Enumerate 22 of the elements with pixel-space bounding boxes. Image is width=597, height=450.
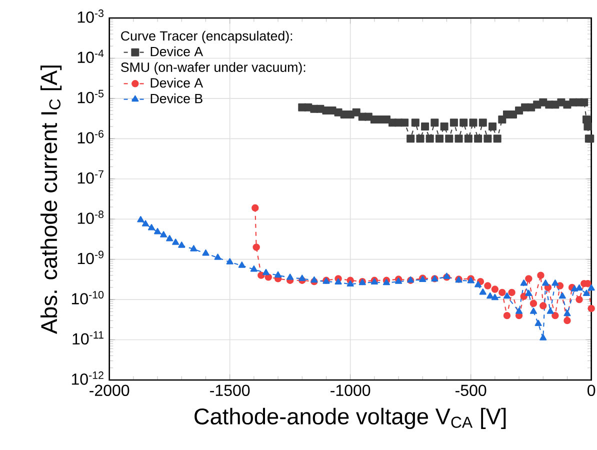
annotation: SMU (on-wafer under vacuum): <box>121 62 306 75</box>
legend-label: Device B <box>150 93 202 104</box>
annotation: Curve Tracer (encapsulated): <box>121 30 292 44</box>
y-tick-label: 10$^{-7}$ <box>78 170 104 184</box>
x-tick-label: -1500 <box>210 384 250 396</box>
y-tick-label: 10$^{-10}$ <box>72 290 104 304</box>
y-tick-label: 10$^{-12}$ <box>72 371 104 385</box>
legend-label: Device A <box>150 46 204 56</box>
x-tick-label: -500 <box>456 384 486 396</box>
x-tick-label: 0 <box>588 384 596 396</box>
y-tick-label: 10$^{-4}$ <box>78 50 104 63</box>
x-axis-title: Cathode-anode voltage V$_{CA}$ [V] <box>194 408 506 429</box>
y-axis-title: Abs. cathode current I$_{C}$ [A] <box>40 66 62 334</box>
y-tick-label: 10$^{-9}$ <box>78 250 104 264</box>
x-tick-label: -1000 <box>330 384 370 396</box>
y-tick-label: 10$^{-8}$ <box>78 210 104 224</box>
y-tick-label: 10$^{-5}$ <box>78 90 104 104</box>
legend-label: Device A <box>150 78 204 88</box>
y-tick-label: 10$^{-11}$ <box>72 331 104 345</box>
y-tick-label: 10$^{-6}$ <box>78 130 104 144</box>
x-tick-label: -2000 <box>90 384 130 396</box>
y-tick-label: 10$^{-3}$ <box>78 9 104 23</box>
